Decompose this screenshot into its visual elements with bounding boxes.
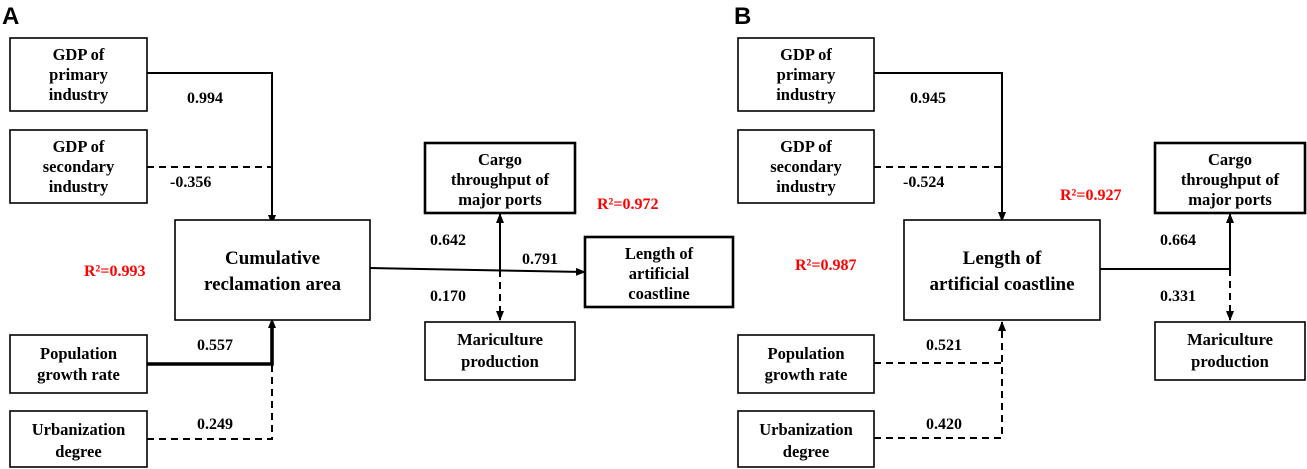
node-text-line: artificial: [629, 264, 690, 283]
node-cargo: Cargo throughput of major ports: [1153, 141, 1307, 215]
coef-cargo: 0.642: [430, 232, 466, 249]
node-text-line: primary: [49, 65, 108, 84]
path-gdp-primary-to-center: [147, 72, 276, 225]
node-gdp-primary: GDP of primary industry: [737, 37, 875, 112]
path-population-to-center: [147, 324, 274, 366]
node-text-line: Length of: [625, 244, 694, 263]
node-text-line: throughput of: [451, 170, 550, 189]
node-text-line: Mariculture: [457, 330, 543, 349]
node-text-line: secondary: [770, 157, 842, 176]
node-cargo: Cargo throughput of major ports: [423, 141, 577, 215]
panel-a: A GDP of primary industry GDP of seconda…: [2, 3, 735, 468]
node-mariculture: Mariculture production: [1154, 321, 1306, 381]
path-urbanization-to-center: [147, 322, 273, 440]
r2-right: R²=0.927: [1060, 187, 1121, 204]
node-text-line: production: [461, 352, 539, 371]
node-population: Population growth rate: [9, 334, 148, 394]
node-text-line: industry: [776, 85, 836, 104]
node-text-line: industry: [776, 177, 836, 196]
node-text-line: reclamation area: [204, 274, 342, 295]
node-text-line: primary: [777, 65, 836, 84]
path-urbanization-to-center: [874, 321, 1006, 439]
node-text-line: throughput of: [1181, 170, 1280, 189]
node-gdp-primary: GDP of primary industry: [9, 37, 148, 112]
node-text-line: Urbanization: [32, 420, 126, 439]
node-text-line: Population: [40, 344, 117, 363]
node-text-line: industry: [49, 85, 109, 104]
node-text-line: GDP of: [780, 137, 832, 156]
node-text-line: growth rate: [765, 365, 848, 384]
node-mariculture: Mariculture production: [424, 321, 576, 381]
node-outcome: Length of artificial coastline: [583, 235, 735, 309]
node-text-line: Mariculture: [1187, 330, 1273, 349]
node-text-line: Cumulative: [225, 248, 320, 269]
coef-population: 0.557: [197, 337, 233, 354]
coef-mariculture: 0.170: [430, 288, 466, 305]
coef-urbanization: 0.249: [197, 416, 233, 433]
node-text-line: Urbanization: [759, 420, 853, 439]
node-population: Population growth rate: [737, 334, 875, 394]
coef-urbanization: 0.420: [926, 416, 962, 433]
node-text-line: degree: [783, 442, 829, 461]
node-text-line: degree: [55, 442, 101, 461]
coef-mariculture: 0.331: [1160, 288, 1196, 305]
panel-b: B GDP of primary industry GDP of seconda…: [734, 3, 1307, 468]
r2-right: R²=0.972: [597, 196, 658, 213]
node-text-line: Cargo: [1208, 150, 1252, 169]
node-text-line: secondary: [43, 157, 115, 176]
coef-gdp-primary: 0.994: [187, 90, 223, 107]
r2-center: R²=0.987: [795, 257, 856, 274]
node-text-line: GDP of: [53, 137, 105, 156]
node-center: Length of artificial coastline: [903, 219, 1101, 321]
node-urbanization: Urbanization degree: [737, 410, 875, 468]
panel-b-label: B: [734, 3, 751, 30]
node-gdp-secondary: GDP of secondary industry: [737, 129, 875, 204]
coef-gdp-primary: 0.945: [910, 90, 946, 107]
node-text-line: artificial coastline: [929, 274, 1074, 295]
node-text-line: GDP of: [780, 45, 832, 64]
node-text-line: industry: [49, 177, 109, 196]
coef-outcome: 0.791: [522, 251, 558, 268]
coef-cargo: 0.664: [1160, 232, 1196, 249]
node-text-line: major ports: [458, 190, 542, 209]
node-text-line: GDP of: [53, 45, 105, 64]
node-center: Cumulative reclamation area: [174, 219, 371, 321]
node-text-line: growth rate: [37, 365, 120, 384]
coef-gdp-secondary: -0.524: [903, 174, 944, 191]
node-text-line: Length of: [963, 248, 1042, 269]
node-text-line: Cargo: [478, 150, 522, 169]
node-text-line: production: [1191, 352, 1269, 371]
path-center-to-outcome: [369, 267, 586, 276]
panel-a-label: A: [2, 3, 19, 30]
coef-gdp-secondary: -0.356: [170, 174, 211, 191]
node-urbanization: Urbanization degree: [9, 410, 148, 468]
node-gdp-secondary: GDP of secondary industry: [9, 129, 148, 204]
r2-center: R²=0.993: [84, 263, 145, 280]
path-gdp-primary-to-center: [874, 72, 1006, 222]
node-text-line: coastline: [628, 284, 689, 303]
coef-population: 0.521: [926, 337, 962, 354]
node-text-line: Population: [767, 344, 844, 363]
node-text-line: major ports: [1188, 190, 1272, 209]
